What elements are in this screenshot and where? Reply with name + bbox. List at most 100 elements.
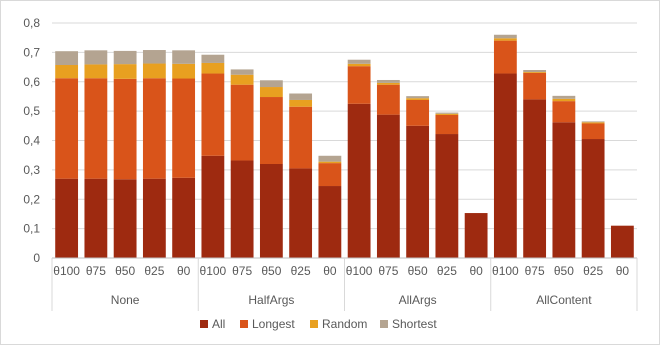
bar-segment-random <box>581 122 605 124</box>
x-tick-label: θ0 <box>177 264 191 278</box>
legend-label: Random <box>322 317 367 331</box>
x-tick-label: θ50 <box>261 264 281 278</box>
bar-segment-all <box>610 225 634 258</box>
x-tick-label: θ0 <box>616 264 630 278</box>
bar-segment-random <box>201 62 225 74</box>
legend-label: Longest <box>252 317 295 331</box>
bar-segment-all <box>552 122 576 258</box>
bar-segment-random <box>230 74 254 85</box>
group-label: None <box>111 293 140 307</box>
bar-segment-longest <box>113 78 137 180</box>
bar-segment-shortest <box>493 34 517 39</box>
bar-segment-all <box>376 114 400 259</box>
bar-segment-longest <box>406 99 430 126</box>
bar-segment-longest <box>84 78 108 179</box>
bar-segment-longest <box>552 101 576 123</box>
bar-segment-random <box>552 98 576 102</box>
bar-segment-all <box>435 134 459 258</box>
legend-swatch <box>240 320 248 328</box>
bar-segment-shortest <box>376 79 400 83</box>
bar-segment-all <box>259 164 283 258</box>
bar-segment-random <box>259 87 283 98</box>
x-tick-label: θ0 <box>323 264 337 278</box>
x-tick-label: θ50 <box>115 264 135 278</box>
x-tick-label: θ25 <box>437 264 457 278</box>
bar-segment-all <box>142 178 166 258</box>
group-label: HalfArgs <box>248 293 294 307</box>
bar-segment-shortest <box>289 93 313 100</box>
bar-segment-all <box>347 103 371 258</box>
bar-segment-random <box>347 63 371 67</box>
bar-segment-random <box>493 38 517 41</box>
bar-segment-shortest <box>259 80 283 88</box>
bar-segment-random <box>406 98 430 100</box>
bar-segment-shortest <box>113 50 137 65</box>
y-tick-label: 0,1 <box>23 222 40 236</box>
x-tick-label: θ25 <box>291 264 311 278</box>
bar-segment-shortest <box>84 50 108 65</box>
x-tick-label: θ25 <box>583 264 603 278</box>
bar-segment-random <box>172 63 196 79</box>
bar-segment-longest <box>493 40 517 74</box>
bar-segment-random <box>435 113 459 115</box>
bar-segment-longest <box>172 78 196 178</box>
bar-segment-random <box>523 72 547 73</box>
bar-segment-longest <box>55 78 79 179</box>
bar-segment-longest <box>230 84 254 161</box>
bar-segment-shortest <box>142 50 166 64</box>
bar-segment-all <box>172 177 196 258</box>
bar-segment-shortest <box>201 54 225 63</box>
bar-segment-all <box>289 168 313 258</box>
bar-segment-longest <box>259 97 283 164</box>
bar-segment-shortest <box>523 70 547 73</box>
x-tick-label: θ100 <box>53 264 80 278</box>
x-tick-label: θ0 <box>469 264 483 278</box>
bar-segment-all <box>84 178 108 258</box>
bar-segment-random <box>142 63 166 79</box>
bar-segment-all <box>581 139 605 258</box>
x-tick-label: θ100 <box>346 264 373 278</box>
bar-segment-longest <box>435 114 459 135</box>
x-tick-label: θ100 <box>492 264 519 278</box>
x-tick-label: θ50 <box>408 264 428 278</box>
bar-segment-longest <box>318 163 342 187</box>
legend-swatch <box>200 320 208 328</box>
y-tick-label: 0,4 <box>23 134 40 148</box>
y-tick-label: 0,8 <box>23 16 40 30</box>
bar-segment-random <box>113 64 137 79</box>
bar-segment-random <box>289 99 313 107</box>
x-tick-label: θ50 <box>554 264 574 278</box>
bar-segment-longest <box>523 72 547 100</box>
legend-swatch <box>380 320 388 328</box>
bar-segment-shortest <box>552 95 576 99</box>
bar-segment-random <box>84 64 108 79</box>
x-tick-label: θ75 <box>232 264 252 278</box>
bar-segment-random <box>318 161 342 164</box>
bar-segment-shortest <box>230 69 254 75</box>
y-tick-label: 0 <box>33 251 40 265</box>
bar-segment-all <box>113 179 137 258</box>
bar-segment-shortest <box>435 112 459 114</box>
bar-segment-longest <box>376 84 400 115</box>
x-tick-label: θ75 <box>378 264 398 278</box>
x-tick-label: θ75 <box>525 264 545 278</box>
bar-segment-all <box>201 155 225 258</box>
bar-segment-all <box>230 160 254 258</box>
legend-label: All <box>212 317 225 331</box>
stacked-bar-chart: 0 0,1 0,2 0,3 0,4 0,5 0,6 0,7 0,8 θ100 θ75 θ50 θ25 θ0… <box>23 16 638 331</box>
bar-segment-all <box>318 186 342 258</box>
bar-segment-shortest <box>55 51 79 66</box>
bar-segment-random <box>55 65 79 79</box>
y-tick-label: 0,5 <box>23 104 40 118</box>
bar-segment-longest <box>201 73 225 156</box>
y-tick-label: 0,6 <box>23 75 40 89</box>
bar-segment-all <box>523 99 547 258</box>
bar-segment-all <box>493 73 517 259</box>
bar-segment-random <box>376 82 400 85</box>
bar-segment-all <box>406 125 430 258</box>
bar-segment-all <box>464 213 488 258</box>
group-label: AllArgs <box>399 293 437 307</box>
bar-segment-longest <box>581 123 605 140</box>
x-tick-label: θ100 <box>200 264 227 278</box>
